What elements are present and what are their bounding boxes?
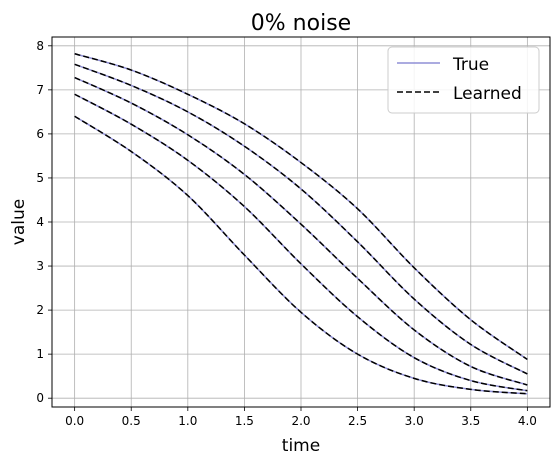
x-tick-label: 2.5 <box>348 414 367 428</box>
x-tick-label: 3.5 <box>461 414 480 428</box>
curve-1-learned-line <box>74 53 528 361</box>
y-tick-label: 6 <box>36 127 44 141</box>
chart-title: 0% noise <box>251 11 351 36</box>
x-axis-label: time <box>282 436 320 456</box>
y-tick-label: 5 <box>36 171 44 185</box>
legend-learned-label: Learned <box>453 84 522 104</box>
curve-2-learned-line <box>74 63 528 375</box>
x-tick-label: 2.0 <box>291 414 310 428</box>
x-tick-label: 0.5 <box>122 414 141 428</box>
curve-5-learned-line <box>74 115 528 395</box>
curve-3-learned-line <box>74 76 528 386</box>
series-group <box>74 53 528 395</box>
y-tick-label: 7 <box>36 83 44 97</box>
x-tick-label: 1.0 <box>178 414 197 428</box>
curve-4-learned-line <box>74 93 528 392</box>
x-axis-ticks: 0.0 0.5 1.0 1.5 2.0 2.5 3.0 3.5 4.0 <box>65 407 537 428</box>
y-tick-label: 4 <box>36 215 44 229</box>
y-tick-label: 8 <box>36 39 44 53</box>
x-tick-label: 4.0 <box>518 414 537 428</box>
y-tick-label: 1 <box>36 347 44 361</box>
y-tick-label: 3 <box>36 259 44 273</box>
y-tick-label: 0 <box>36 391 44 405</box>
y-tick-label: 2 <box>36 303 44 317</box>
x-tick-label: 1.5 <box>235 414 254 428</box>
legend-true-label: True <box>452 55 489 75</box>
x-tick-label: 3.0 <box>405 414 424 428</box>
legend: True Learned <box>387 46 540 114</box>
y-axis-ticks: 0 1 2 3 4 5 6 7 8 <box>36 39 52 405</box>
x-tick-label: 0.0 <box>65 414 84 428</box>
y-axis-label: value <box>9 199 29 245</box>
